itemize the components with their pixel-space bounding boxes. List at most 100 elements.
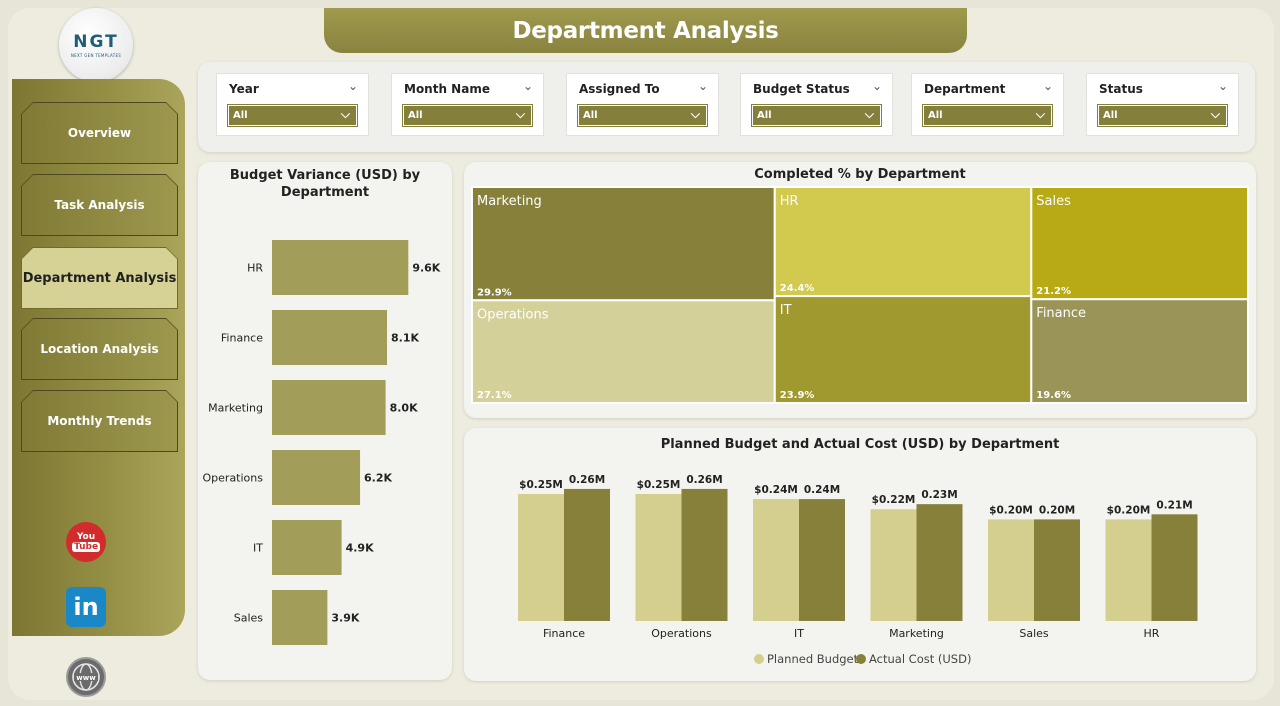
variance-bar [272, 310, 388, 365]
chevron-down-icon[interactable]: ⌄ [697, 79, 708, 93]
chevron-down-icon: ⌵ [515, 107, 525, 121]
budget-column-label: 0.26M [569, 474, 605, 486]
nav-department-analysis-button[interactable]: Department Analysis [21, 247, 178, 309]
filter-month-name: Month Name ⌄ All ⌵ [391, 73, 544, 136]
treemap-tile-value: 21.2% [1036, 286, 1071, 297]
filter-budget-status-select[interactable]: All ⌵ [751, 104, 882, 127]
budget-column [635, 494, 682, 621]
treemap-tile-value: 24.4% [780, 283, 815, 294]
variance-bar [272, 450, 361, 505]
legend-label: Actual Cost (USD) [869, 652, 971, 666]
filter-month-name-select[interactable]: All ⌵ [402, 104, 533, 127]
chevron-down-icon[interactable]: ⌄ [1217, 79, 1228, 93]
budget-column [1105, 519, 1152, 621]
filters-panel: Year ⌄ All ⌵ Month Name ⌄ All ⌵ Assigned… [198, 62, 1255, 152]
youtube-icon-top: You [76, 532, 96, 542]
treemap-tile-value: 27.1% [477, 390, 512, 401]
filter-month-name-value: All [408, 110, 423, 121]
budget-category-label: Marketing [889, 627, 944, 640]
variance-value-label: 3.9K [331, 612, 359, 625]
filter-assigned-to-select[interactable]: All ⌵ [577, 104, 708, 127]
filter-assigned-to-label: Assigned To [579, 82, 660, 96]
filter-year: Year ⌄ All ⌵ [216, 73, 369, 136]
treemap-tile [773, 186, 1033, 298]
planned-actual-title: Planned Budget and Actual Cost (USD) by … [660, 437, 1060, 452]
variance-category-label: Sales [234, 612, 264, 625]
nav-department-analysis-label: Department Analysis [22, 248, 177, 308]
budget-column-label: 0.20M [1039, 504, 1075, 516]
website-globe-icon[interactable]: www [66, 657, 106, 697]
chevron-down-icon: ⌵ [864, 107, 874, 121]
filter-status-value: All [1103, 110, 1118, 121]
filter-status: Status ⌄ All ⌵ [1086, 73, 1239, 136]
treemap-tile-value: 19.6% [1036, 390, 1071, 401]
chevron-down-icon[interactable]: ⌄ [522, 79, 533, 93]
chevron-down-icon[interactable]: ⌄ [871, 79, 882, 93]
filter-budget-status-label: Budget Status [753, 82, 850, 96]
filter-status-label: Status [1099, 82, 1143, 96]
budget-column [1151, 514, 1198, 621]
treemap-tile-value: 29.9% [477, 287, 512, 298]
budget-column-label: 0.23M [921, 489, 957, 501]
planned-actual-chart: $0.25M 0.26M Finance $0.25M 0.26M Operations $… [518, 474, 1198, 666]
variance-bar [272, 520, 342, 575]
treemap-tile [471, 186, 776, 302]
treemap-tile-label: Sales [1036, 194, 1071, 209]
treemap-tile-label: HR [780, 194, 799, 209]
variance-category-label: Marketing [208, 402, 263, 415]
youtube-icon[interactable]: You Tube [66, 522, 106, 562]
budget-column [518, 494, 564, 621]
youtube-icon-bottom: Tube [71, 542, 101, 552]
filter-department: Department ⌄ All ⌵ [911, 73, 1064, 136]
svg-text:www: www [76, 674, 96, 682]
page-title: Department Analysis [512, 17, 779, 44]
brand-logo[interactable]: NGT NEXT GEN TEMPLATES [59, 8, 133, 82]
filter-budget-status: Budget Status ⌄ All ⌵ [740, 73, 893, 136]
variance-value-label: 8.1K [391, 332, 419, 345]
budget-column [1034, 519, 1080, 621]
budget-category-label: Operations [651, 627, 712, 640]
chevron-down-icon[interactable]: ⌄ [1042, 79, 1053, 93]
budget-column [916, 504, 963, 621]
treemap-tile-label: Marketing [477, 194, 542, 209]
filter-assigned-to-value: All [583, 110, 598, 121]
variance-category-label: HR [247, 262, 263, 275]
treemap-tile-label: Operations [477, 307, 549, 322]
completed-treemap-chart: Marketing 29.9% Operations 27.1% HR 24.4% IT 23… [471, 186, 1249, 405]
budget-column-label: $0.20M [1107, 504, 1151, 516]
logo-mark: NGT [73, 32, 119, 52]
budget-column-label: $0.20M [989, 504, 1033, 516]
variance-category-label: IT [253, 542, 263, 555]
variance-value-label: 4.9K [346, 542, 374, 555]
nav-monthly-trends-label: Monthly Trends [22, 391, 177, 451]
filter-department-select[interactable]: All ⌵ [922, 104, 1053, 127]
filter-department-value: All [928, 110, 943, 121]
budget-column-label: $0.25M [519, 479, 563, 491]
nav-location-analysis-button[interactable]: Location Analysis [21, 318, 178, 380]
budget-category-label: Sales [1019, 627, 1049, 640]
completed-by-department-panel: Completed % by Department Marketing 29.9%… [464, 162, 1256, 418]
budget-variance-chart: HR 9.6K Finance 8.1K Marketing 8.0K Operations… [203, 240, 441, 645]
budget-column-label: 0.24M [804, 484, 840, 496]
budget-category-label: IT [794, 627, 804, 640]
nav-monthly-trends-button[interactable]: Monthly Trends [21, 390, 178, 452]
nav-task-analysis-button[interactable]: Task Analysis [21, 174, 178, 236]
logo-subtitle: NEXT GEN TEMPLATES [70, 53, 122, 58]
filter-year-select[interactable]: All ⌵ [227, 104, 358, 127]
nav-location-analysis-label: Location Analysis [22, 319, 177, 379]
nav-overview-button[interactable]: Overview [21, 102, 178, 164]
filter-assigned-to: Assigned To ⌄ All ⌵ [566, 73, 719, 136]
filter-status-select[interactable]: All ⌵ [1097, 104, 1228, 127]
budget-category-label: Finance [543, 627, 585, 640]
linkedin-icon[interactable]: in [66, 587, 106, 627]
variance-value-label: 9.6K [412, 262, 440, 275]
chevron-down-icon: ⌵ [690, 107, 700, 121]
filter-budget-status-value: All [757, 110, 772, 121]
globe-icon: www [72, 663, 100, 691]
budget-column [681, 488, 728, 621]
treemap-tile [773, 295, 1033, 404]
variance-category-label: Operations [203, 472, 264, 485]
variance-value-label: 8.0K [390, 402, 418, 415]
variance-value-label: 6.2K [364, 472, 392, 485]
chevron-down-icon[interactable]: ⌄ [347, 79, 358, 93]
